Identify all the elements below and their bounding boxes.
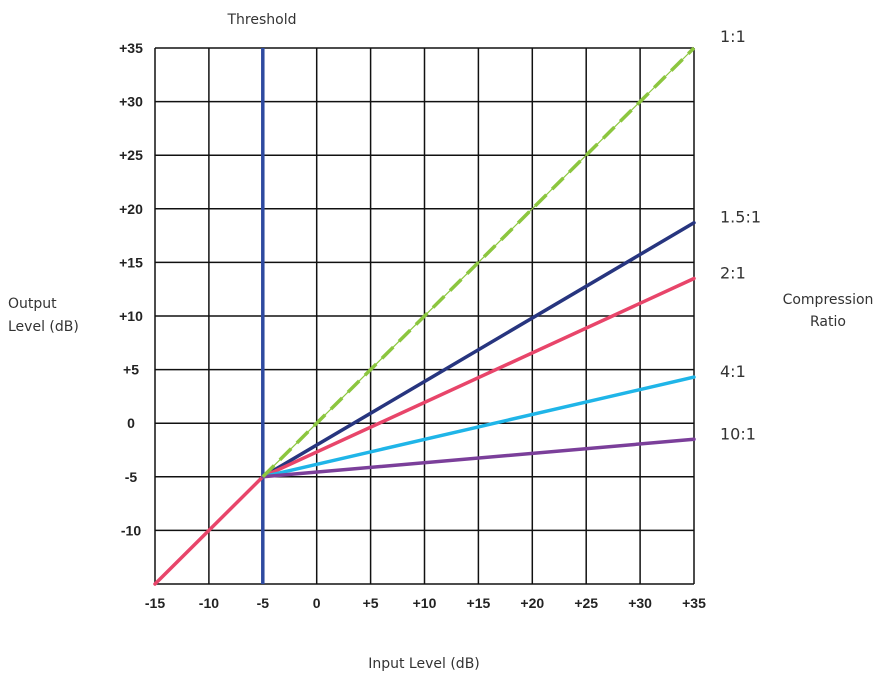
threshold-label: Threshold (227, 12, 297, 28)
ratio-labels: 1:1 1.5:1 2:1 4:1 10:1 (720, 27, 761, 443)
x-tick-label: +30 (628, 595, 652, 611)
y-axis-label-line1: Output (8, 296, 57, 312)
y-tick-label: +5 (123, 362, 139, 378)
y-tick-label: 0 (127, 415, 135, 431)
series-label: 10:1 (720, 424, 756, 443)
series-label: 1:1 (720, 27, 746, 46)
y-tick-label: +10 (119, 308, 143, 324)
x-axis-label: Input Level (dB) (368, 656, 480, 672)
series-line-1-1 (261, 46, 696, 479)
grid (154, 47, 695, 585)
legend-title-line2: Ratio (810, 314, 846, 330)
y-tick-label: -10 (121, 522, 141, 538)
series-label: 2:1 (720, 263, 746, 282)
series-lines (153, 46, 696, 586)
y-tick-labels: +35 +30 +25 +20 +15 +10 +5 0 -5 -10 (119, 40, 143, 538)
x-tick-labels: -15 -10 -5 0 +5 +10 +15 +20 +25 +30 +35 (145, 595, 706, 611)
x-tick-label: +35 (682, 595, 706, 611)
x-tick-label: +25 (574, 595, 598, 611)
y-tick-label: -5 (125, 469, 138, 485)
series-line-1-5-1 (261, 220, 696, 479)
y-tick-label: +35 (119, 40, 143, 56)
x-tick-label: +5 (363, 595, 379, 611)
series-label: 1.5:1 (720, 208, 761, 227)
y-axis-label-line2: Level (dB) (8, 319, 79, 335)
series-label: 4:1 (720, 362, 746, 381)
x-tick-label: -15 (145, 595, 165, 611)
series-line-10-1 (261, 437, 696, 479)
series-line-4-1 (261, 375, 696, 479)
y-tick-label: +30 (119, 94, 143, 110)
x-tick-label: +20 (520, 595, 544, 611)
x-tick-label: +10 (413, 595, 437, 611)
x-tick-label: 0 (313, 595, 321, 611)
legend-title-line1: Compression (783, 292, 874, 308)
y-tick-label: +25 (119, 147, 143, 163)
x-tick-label: -10 (199, 595, 219, 611)
x-tick-label: -5 (257, 595, 270, 611)
y-tick-label: +15 (119, 254, 143, 270)
x-tick-label: +15 (467, 595, 491, 611)
y-tick-label: +20 (119, 201, 143, 217)
